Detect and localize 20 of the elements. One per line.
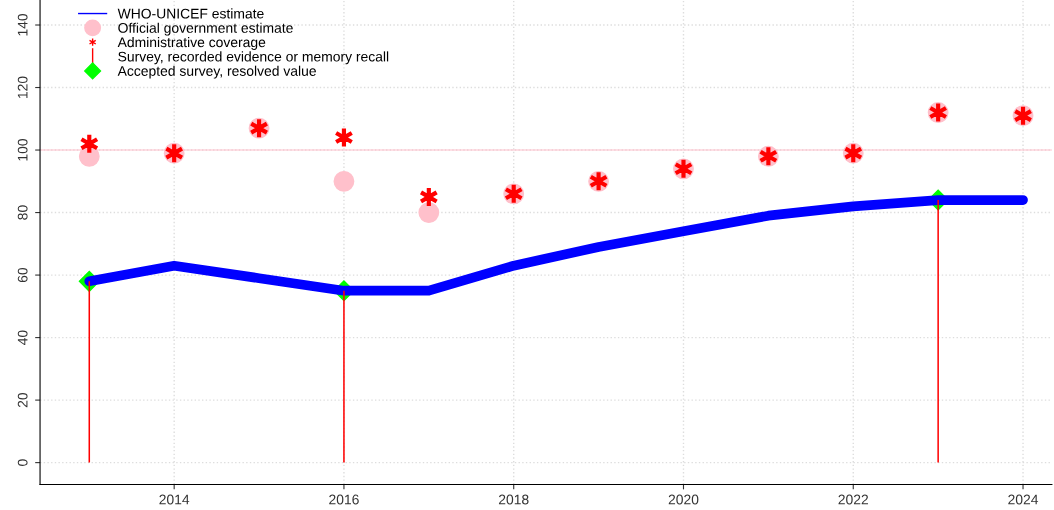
legend-label: Survey, recorded evidence or memory recall [118, 51, 389, 65]
y-tick-label: 0 [17, 459, 28, 466]
x-tick-label: 2024 [1008, 494, 1039, 505]
x-tick-label: 2016 [329, 494, 359, 505]
y-tick-label: 80 [17, 205, 28, 220]
y-tick-label: 20 [17, 392, 28, 408]
legend-label: Accepted survey, resolved value [117, 65, 316, 79]
y-tick-label: 120 [17, 76, 28, 99]
legend-label: WHO-UNICEF estimate [117, 8, 264, 19]
y-tick-label: 60 [17, 267, 28, 283]
x-tick-label: 2018 [498, 494, 529, 505]
y-tick-label: 40 [17, 330, 28, 345]
y-tick-label: 100 [17, 138, 28, 161]
x-tick-label: 2020 [668, 494, 699, 505]
point [333, 170, 355, 192]
y-tick-label: 140 [17, 13, 28, 36]
legend-label: Official government estimate [118, 22, 293, 36]
x-tick-label: 2022 [838, 494, 869, 505]
point [418, 202, 440, 223]
x-tick-label: 2014 [159, 494, 190, 505]
